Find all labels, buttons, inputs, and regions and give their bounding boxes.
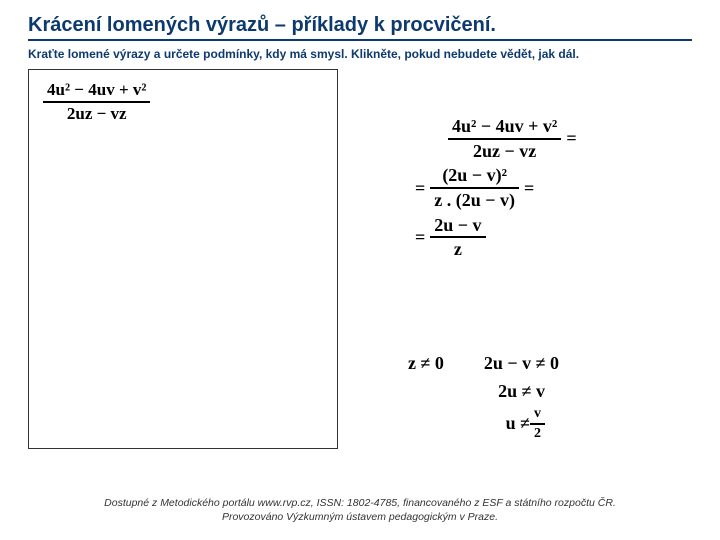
equals-icon: = — [561, 128, 581, 149]
page-title: Krácení lomených výrazů – příklady k pro… — [28, 14, 692, 41]
step2-num: (2u − v)² — [430, 165, 519, 189]
equals-icon: = — [519, 178, 539, 199]
equals-icon: = — [410, 178, 430, 199]
step1-den: 2uz − vz — [448, 140, 561, 162]
condition-right: 2u − v ≠ 0 2u ≠ v u ≠ v 2 — [484, 350, 559, 442]
problem-fraction: 4u² − 4uv + v² 2uz − vz — [43, 80, 150, 123]
condition-left: z ≠ 0 — [408, 350, 444, 442]
solution-column: 4u² − 4uv + v² 2uz − vz = = (2u − v)² z … — [410, 112, 690, 264]
solution-step-3: = 2u − v z — [410, 215, 690, 260]
problem-box[interactable]: 4u² − 4uv + v² 2uz − vz — [28, 69, 338, 449]
step1-num: 4u² − 4uv + v² — [448, 116, 561, 140]
condition-r3: u ≠ — [506, 410, 530, 438]
condition-r2: 2u ≠ v — [484, 378, 559, 406]
footer-line-2: Provozováno Výzkumným ústavem pedagogick… — [0, 510, 720, 524]
step2-den: z . (2u − v) — [430, 189, 519, 211]
footer-line-1: Dostupné z Metodického portálu www.rvp.c… — [0, 496, 720, 510]
step3-num: 2u − v — [430, 215, 485, 239]
problem-numerator: 4u² − 4uv + v² — [43, 80, 150, 103]
conditions-block: z ≠ 0 2u − v ≠ 0 2u ≠ v u ≠ v 2 — [408, 350, 708, 442]
condition-r3-frac: v 2 — [530, 406, 545, 442]
problem-denominator: 2uz − vz — [43, 103, 150, 124]
condition-r1: 2u − v ≠ 0 — [484, 350, 559, 378]
instruction-text: Kraťte lomené výrazy a určete podmínky, … — [28, 47, 692, 61]
footer-credits: Dostupné z Metodického portálu www.rvp.c… — [0, 496, 720, 524]
step3-den: z — [430, 238, 485, 260]
equals-icon: = — [410, 227, 430, 248]
solution-step-1: 4u² − 4uv + v² 2uz − vz = — [448, 116, 690, 161]
cond-frac-den: 2 — [530, 425, 545, 442]
solution-step-2: = (2u − v)² z . (2u − v) = — [410, 165, 690, 210]
cond-frac-num: v — [530, 406, 545, 425]
